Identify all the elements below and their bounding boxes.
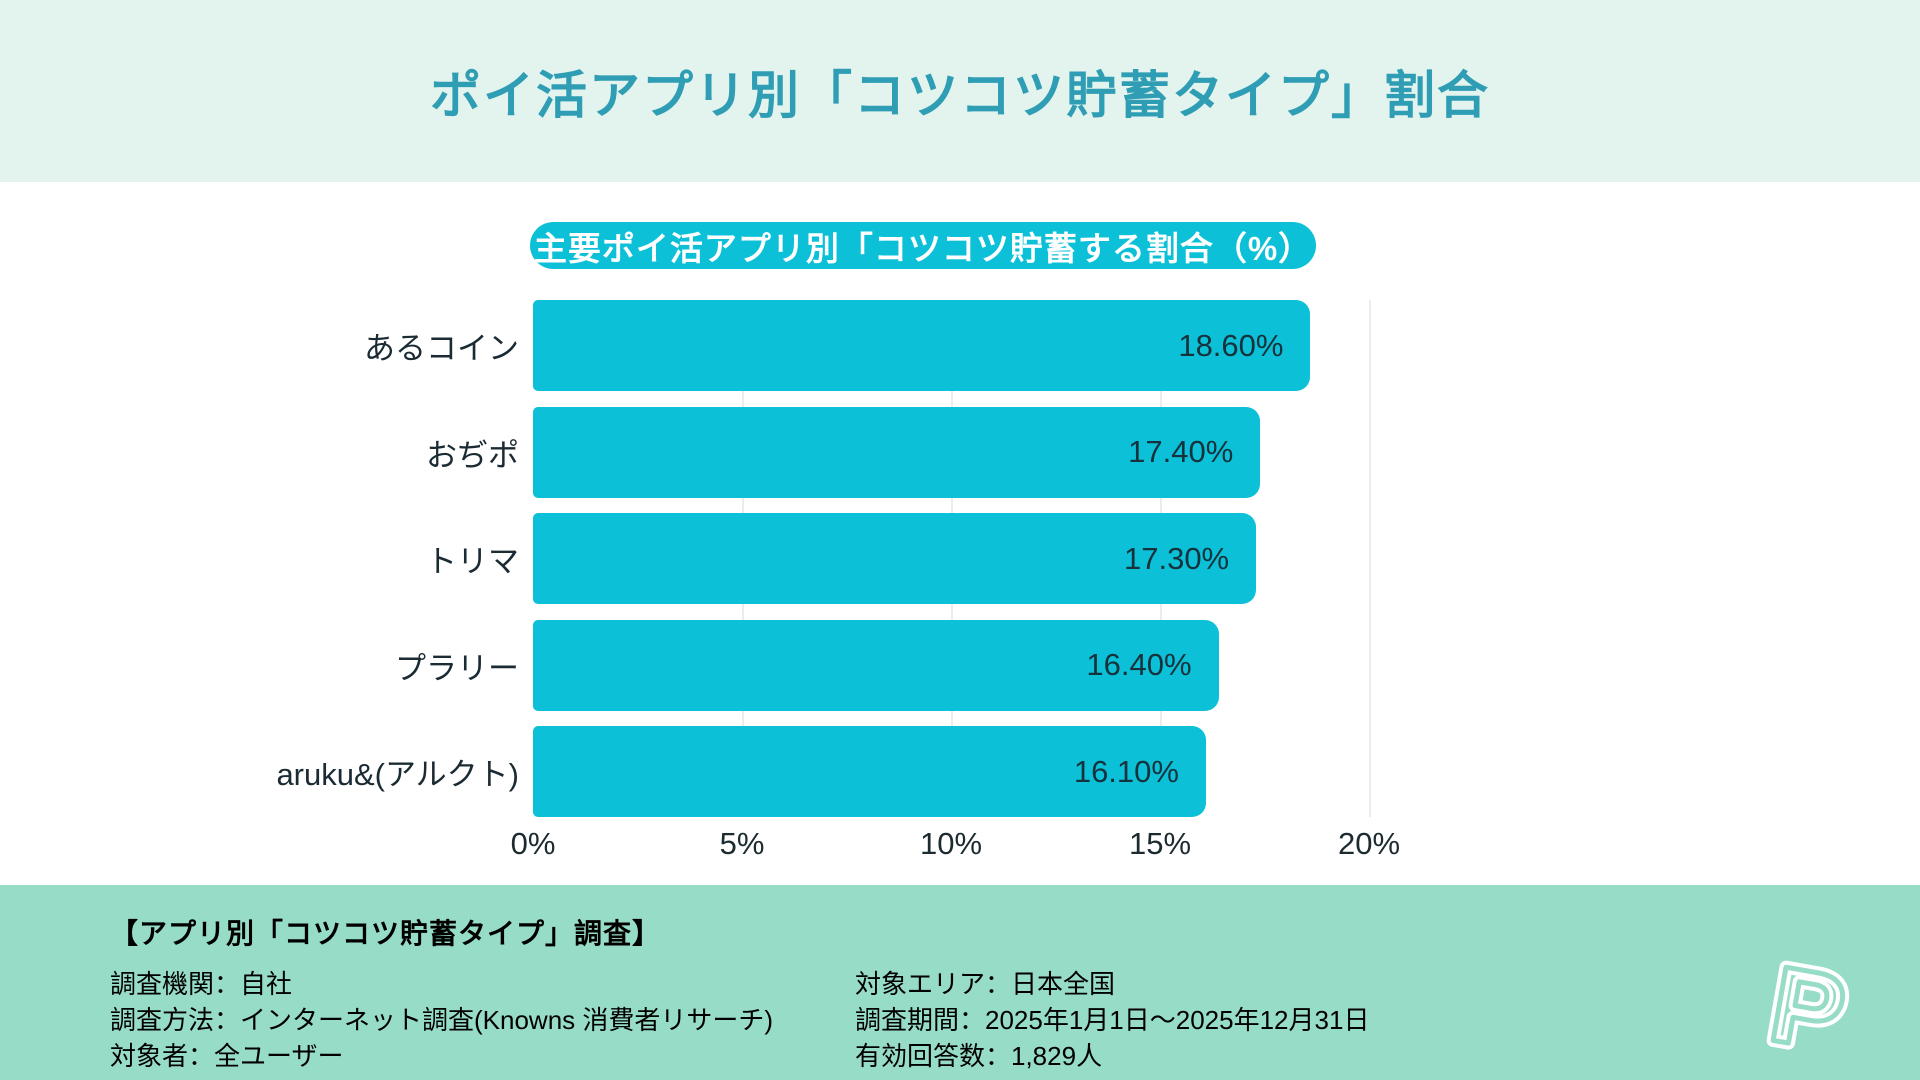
bar-value-label: 16.10% <box>1073 753 1179 789</box>
bar-row: プラリー 16.40% <box>0 619 1920 711</box>
x-axis: 0% 5% 10% 15% 20% <box>511 826 1400 866</box>
category-label: あるコイン <box>364 331 519 366</box>
survey-organization: 調査機関：自社 <box>110 969 293 999</box>
survey-area: 対象エリア：日本全国 <box>855 969 1116 999</box>
bar-track: 17.30% <box>533 513 1920 604</box>
bar-value-label: 18.60% <box>1178 327 1284 363</box>
bar-row: おぢポ 17.40% <box>0 406 1920 498</box>
chart-title: 主要ポイ活アプリ別「コツコツ貯蓄する割合（%） <box>533 229 1313 267</box>
header-band: ポイ活アプリ別「コツコツ貯蓄タイプ」割合 <box>0 0 1920 182</box>
bar-value-label: 16.40% <box>1086 647 1192 682</box>
bar-track: 17.40% <box>533 406 1920 498</box>
survey-heading: 【アプリ別「コツコツ貯蓄タイプ」調査】 <box>110 918 662 949</box>
bar: 16.10% <box>533 726 1206 817</box>
survey-details-left: 調査機関：自社 調査方法：インターネット調査(Knowns 消費者リサーチ) 対… <box>110 966 773 1074</box>
logo-inline: P <box>1762 943 1854 1075</box>
bar-track: 16.10% <box>533 726 1920 817</box>
bar: 17.30% <box>533 513 1257 604</box>
x-tick-label: 5% <box>719 826 765 861</box>
x-tick-label: 20% <box>1337 826 1401 861</box>
survey-subjects: 対象者：全ユーザー <box>110 1041 344 1071</box>
bar-track: 18.60% <box>533 300 1920 391</box>
survey-period: 調査期間：2025年1月1日～2025年12月31日 <box>855 1005 1370 1035</box>
page-title: ポイ活アプリ別「コツコツ貯蓄タイプ」割合 <box>429 67 1490 124</box>
x-tick-label: 10% <box>919 826 983 861</box>
chart-bars: あるコイン 18.60% おぢポ 17.40% トリマ 17.30% プラリー 16.40% a… <box>0 300 1920 817</box>
gridline-20 <box>1369 300 1371 817</box>
bar-row: あるコイン 18.60% <box>0 300 1920 391</box>
category-label: トリマ <box>426 544 519 579</box>
survey-method: 調査方法：インターネット調査(Knowns 消費者リサーチ) <box>110 1005 774 1035</box>
bar: 16.40% <box>533 619 1219 711</box>
category-label: aruku&(アルクト) <box>276 757 519 792</box>
bar: 18.60% <box>533 300 1311 391</box>
bar-value-label: 17.30% <box>1123 540 1230 576</box>
survey-responses: 有効回答数：1,829人 <box>855 1041 1103 1071</box>
x-tick-label: 15% <box>1128 826 1192 861</box>
chart-title-badge: 主要ポイ活アプリ別「コツコツ貯蓄する割合（%） <box>530 222 1316 269</box>
category-label: おぢポ <box>426 437 519 473</box>
bar-row: aruku&(アルクト) 16.10% <box>0 726 1920 817</box>
bar-value-label: 17.40% <box>1128 434 1234 469</box>
bar-chart: あるコイン 18.60% おぢポ 17.40% トリマ 17.30% プラリー 16.40% a… <box>0 300 1920 817</box>
category-label: プラリー <box>395 650 519 686</box>
bar-track: 16.40% <box>533 619 1920 711</box>
bar-row: トリマ 17.30% <box>0 513 1920 604</box>
survey-details-right: 対象エリア：日本全国 調査期間：2025年1月1日～2025年12月31日 有効… <box>855 966 1369 1074</box>
bar: 17.40% <box>533 406 1261 498</box>
x-tick-label: 0% <box>510 826 556 861</box>
footer-band <box>0 885 1920 1080</box>
brand-logo-p-icon: P P <box>1755 938 1860 1078</box>
